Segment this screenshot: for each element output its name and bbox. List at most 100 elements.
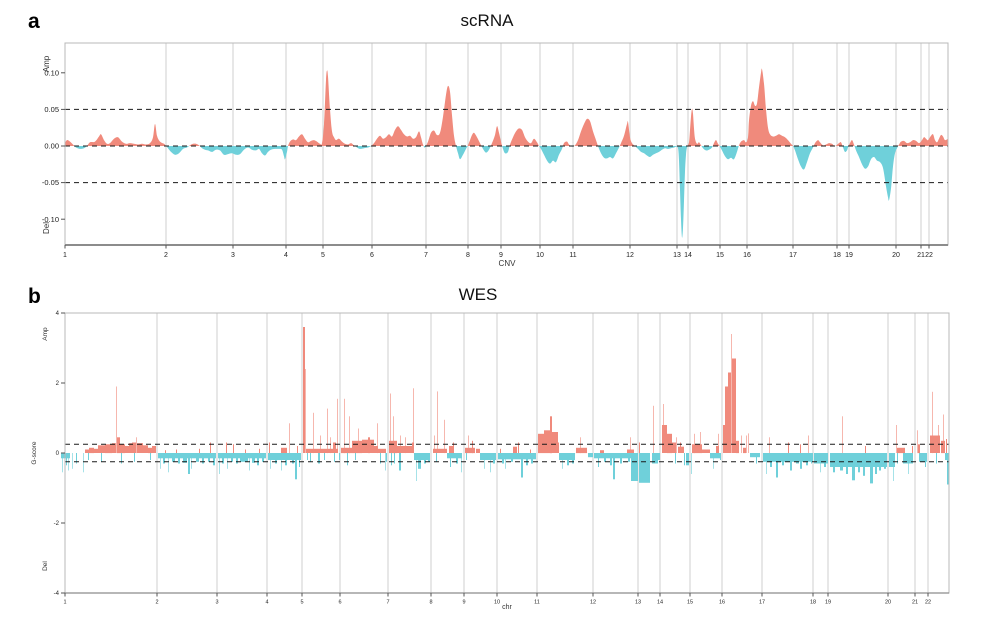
del-bar: [231, 453, 233, 462]
del-bar: [511, 453, 513, 462]
del-bar: [318, 453, 320, 464]
del-bar: [811, 453, 812, 464]
amp-bar: [437, 391, 438, 453]
amp-bar: [544, 430, 552, 454]
amp-bar: [723, 425, 725, 453]
x-tick-label: 18: [833, 252, 841, 259]
del-bar: [183, 453, 187, 463]
x-tick-label: 9: [462, 600, 465, 606]
del-bar: [292, 453, 294, 464]
del-bar: [806, 453, 808, 466]
del-bar: [945, 453, 947, 460]
del-bar: [310, 453, 311, 462]
del-bar: [262, 453, 264, 462]
amp-bar: [946, 439, 947, 453]
del-bar: [436, 453, 437, 462]
del-bar: [257, 453, 259, 466]
del-bar: [270, 453, 271, 469]
panel-a-x-axis-title: CNV: [499, 259, 517, 268]
del-bar: [168, 453, 169, 473]
y-tick-label: -0.10: [42, 215, 59, 224]
amp-bar: [148, 447, 152, 454]
amp-bar: [337, 398, 338, 454]
x-tick-label: 14: [657, 600, 663, 606]
y-tick-label: -4: [54, 591, 60, 597]
amp-bar: [680, 442, 681, 453]
x-tick-label: 4: [265, 600, 268, 606]
amp-bar: [550, 416, 552, 454]
amp-bar: [897, 447, 905, 454]
amp-bar: [700, 432, 701, 453]
amp-bar: [743, 447, 746, 454]
amp-bar: [476, 448, 480, 453]
del-bar: [355, 453, 356, 460]
del-bar: [790, 453, 792, 471]
del-bar: [62, 453, 63, 473]
x-tick-label: 5: [300, 600, 303, 606]
del-bar: [428, 453, 430, 462]
amp-bar: [663, 404, 664, 453]
panel-a-title: scRNA: [461, 11, 515, 30]
del-bar: [502, 453, 504, 464]
amp-bar: [453, 442, 454, 453]
del-bar: [884, 453, 886, 469]
amp-bar: [165, 450, 166, 453]
y-tick-label: -0.05: [42, 178, 59, 187]
del-bar: [456, 453, 458, 464]
del-bar: [800, 453, 802, 469]
amp-bar: [98, 445, 105, 453]
del-bar: [134, 453, 135, 462]
amp-bar: [630, 437, 631, 454]
panel-a-plot-area: 0.100.050.00-0.05-0.101 2 3 4 5 6 7 8 9 10 11 12 13 1…: [42, 42, 949, 259]
amp-bar: [912, 446, 913, 453]
del-bar: [386, 453, 387, 462]
del-bar: [227, 453, 228, 469]
del-bar: [299, 453, 300, 467]
x-tick-label: 7: [424, 252, 428, 259]
del-bar: [188, 453, 190, 474]
x-tick-label: 12: [590, 600, 596, 606]
amp-bar: [210, 442, 211, 453]
del-bar: [652, 453, 658, 464]
x-tick-label: 1: [63, 252, 67, 259]
del-bar: [684, 453, 685, 466]
amp-bar: [344, 398, 345, 454]
del-bar: [88, 453, 89, 460]
amp-bar: [116, 386, 117, 453]
del-bar: [858, 453, 860, 473]
del-bar: [897, 453, 898, 464]
del-bar: [334, 453, 335, 462]
del-bar: [172, 453, 175, 462]
amp-bar: [349, 416, 350, 454]
amp-bar: [233, 444, 234, 454]
del-bar: [72, 453, 73, 469]
amp-bar: [736, 440, 739, 454]
x-tick-label: 13: [635, 600, 641, 606]
amp-bar: [728, 372, 731, 453]
y-tick-label: 2: [56, 381, 60, 387]
amp-bar: [769, 437, 770, 454]
del-bar: [191, 453, 192, 469]
del-bar: [588, 453, 593, 458]
y-tick-label: 0: [56, 451, 60, 457]
amp-bar: [341, 447, 352, 454]
x-tick-label: 3: [215, 600, 218, 606]
x-tick-label: 5: [321, 252, 325, 259]
x-tick-label: 17: [789, 252, 797, 259]
del-bar: [710, 453, 720, 459]
amp-bar: [378, 448, 386, 453]
amp-bar: [896, 425, 897, 453]
amp-bar: [746, 435, 747, 453]
del-bar: [908, 453, 909, 474]
amp-bar: [725, 386, 728, 453]
del-bar: [324, 453, 325, 460]
x-tick-label: 21: [917, 252, 925, 259]
amp-bar: [465, 447, 475, 454]
x-tick-label: 14: [684, 252, 692, 259]
del-bar: [763, 453, 813, 462]
del-bar: [219, 453, 220, 474]
del-bar: [424, 453, 426, 464]
del-bar: [870, 453, 873, 484]
y-tick-label: -2: [54, 521, 60, 527]
amp-bar: [358, 428, 359, 453]
